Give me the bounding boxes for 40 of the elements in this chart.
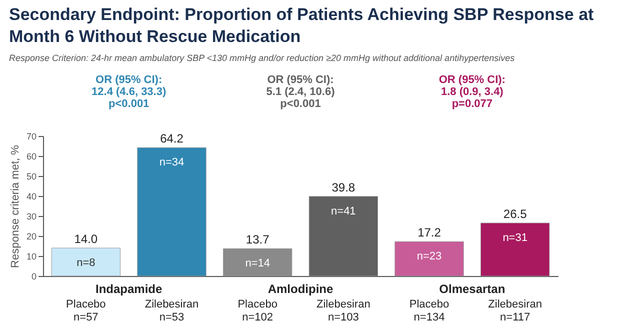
data-label: 13.7 (246, 232, 270, 247)
text: OR (95% CI): 5.1 (2.4, 10.6) p<0.001 (266, 74, 336, 110)
text: Olmesartan (439, 282, 506, 296)
y-tick-label: 50 (26, 172, 36, 182)
annotation: n=34 (159, 156, 184, 169)
data-label: 14.0 (74, 232, 98, 246)
data-label: 26.5 (503, 207, 528, 221)
annotation: n=8 (76, 257, 96, 269)
annotation: n=31 (502, 232, 528, 244)
bar (480, 222, 550, 276)
data-label: 39.8 (332, 180, 356, 194)
annotation: n=41 (331, 205, 356, 218)
bar (137, 147, 206, 276)
x-tick-label: Zilebesiran n=103 (316, 298, 370, 324)
chart-title: Secondary Endpoint: Proportion of Patients Achieving SBP Response at Month 6 Without Rescue Medication (8, 5, 594, 46)
x-tick-label: Placebo n=102 (238, 298, 278, 324)
y-tick-label: 10 (26, 252, 36, 262)
bar (394, 241, 464, 276)
text: OR (95% CI): 12.4 (4.6, 33.3) p<0.001 (92, 74, 166, 110)
y-tick-label: 60 (26, 152, 36, 162)
y-tick-label: 20 (26, 232, 36, 242)
x-tick-label: Placebo n=134 (409, 298, 450, 324)
bar (51, 248, 120, 276)
y-tick-label: 40 (26, 192, 36, 202)
bar (223, 248, 292, 276)
annotation: n=23 (416, 250, 442, 263)
y-tick-label: 0 (31, 272, 36, 282)
text: OR (95% CI): 1.8 (0.9, 3.4) p=0.077 (438, 74, 506, 110)
annotation: n=14 (245, 258, 270, 270)
text: Indapamide (95, 282, 162, 296)
text: Amlodipine (268, 282, 334, 296)
data-label: 64.2 (160, 132, 184, 146)
y-tick-label: 30 (26, 212, 36, 222)
x-tick-label: Zilebesiran n=53 (144, 298, 199, 324)
x-tick-label: Placebo n=57 (66, 298, 106, 324)
x-tick-label: Zilebesiran n=117 (488, 298, 542, 324)
y-axis-title: Response criteria met, % (9, 144, 22, 268)
y-tick-label: 70 (26, 132, 36, 142)
data-label: 17.2 (418, 226, 442, 240)
chart-subtitle: Response Criterion: 24-hr mean ambulatory SBP <130 mmHg and/or reduction ≥20 mmHg without additional antihypertensives (8, 53, 516, 63)
